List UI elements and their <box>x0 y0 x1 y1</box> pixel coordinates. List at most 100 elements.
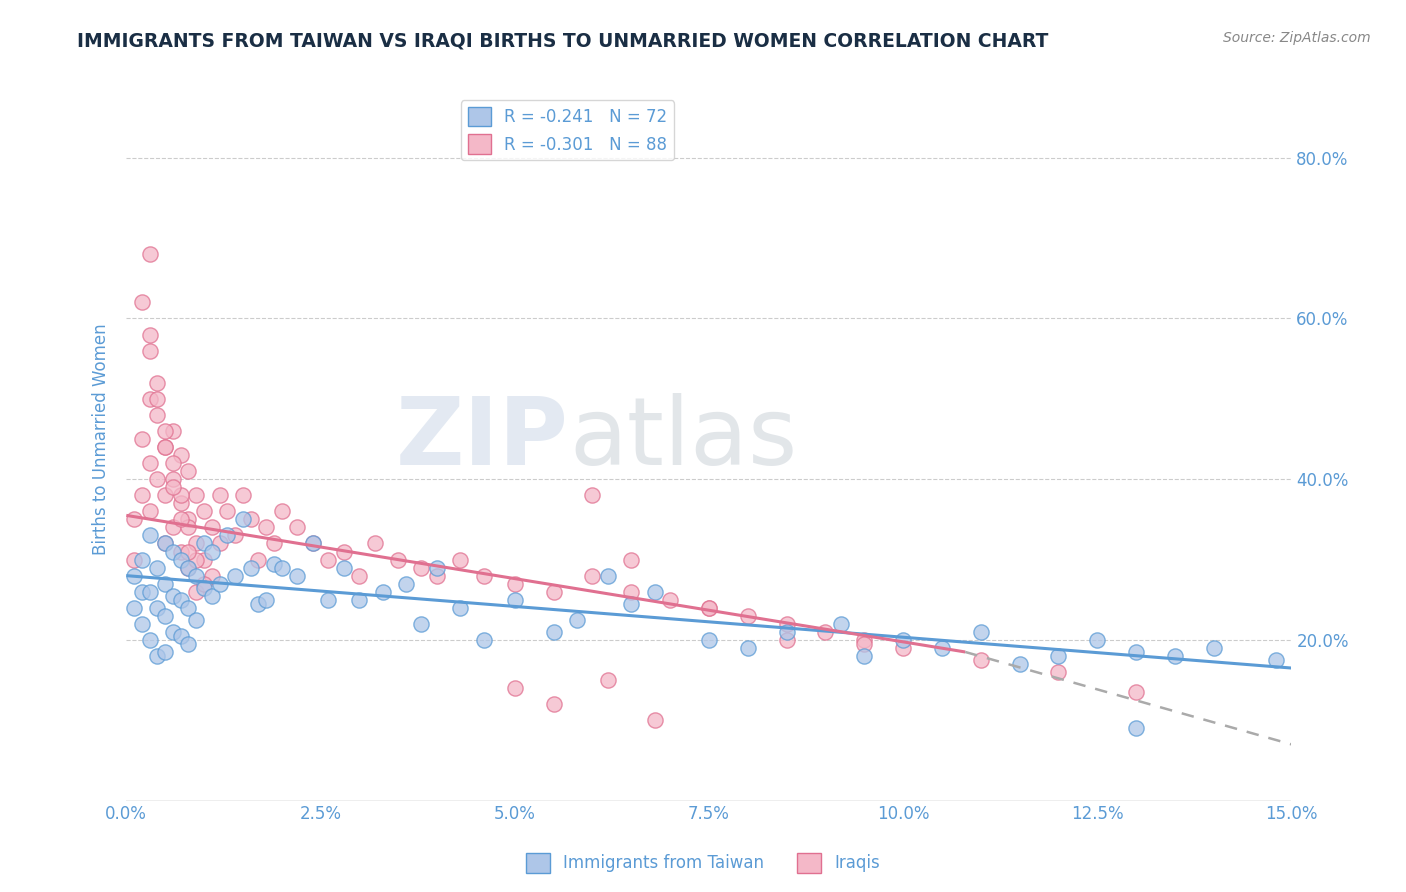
Point <box>208 488 231 502</box>
Point <box>247 597 270 611</box>
Point <box>193 552 215 566</box>
Point <box>146 560 169 574</box>
Point <box>565 613 588 627</box>
Text: ZIP: ZIP <box>396 393 569 485</box>
Point <box>1008 657 1031 671</box>
Point <box>146 408 169 422</box>
Point <box>411 560 433 574</box>
Point <box>162 456 184 470</box>
Point <box>503 592 526 607</box>
Point <box>177 464 200 478</box>
Point <box>186 488 208 502</box>
Point <box>153 488 176 502</box>
Point <box>170 592 193 607</box>
Point <box>153 536 176 550</box>
Point <box>349 568 371 582</box>
Point <box>449 600 471 615</box>
Point <box>162 624 184 639</box>
Point <box>1164 648 1187 663</box>
Point <box>853 632 876 647</box>
Point <box>644 713 666 727</box>
Point <box>208 576 231 591</box>
Point <box>285 520 308 534</box>
Point <box>201 544 224 558</box>
Point <box>247 552 270 566</box>
Point <box>217 528 239 542</box>
Point <box>285 568 308 582</box>
Point <box>186 552 208 566</box>
Point <box>371 584 394 599</box>
Point <box>186 536 208 550</box>
Text: IMMIGRANTS FROM TAIWAN VS IRAQI BIRTHS TO UNMARRIED WOMEN CORRELATION CHART: IMMIGRANTS FROM TAIWAN VS IRAQI BIRTHS T… <box>77 31 1049 50</box>
Point <box>162 544 184 558</box>
Y-axis label: Births to Unmarried Women: Births to Unmarried Women <box>93 323 110 555</box>
Point <box>775 616 797 631</box>
Point <box>1202 640 1225 655</box>
Point <box>263 557 285 571</box>
Point <box>814 624 837 639</box>
Point <box>316 592 339 607</box>
Point <box>426 568 449 582</box>
Point <box>333 560 356 574</box>
Point <box>131 432 153 446</box>
Point <box>301 536 323 550</box>
Point <box>581 568 603 582</box>
Point <box>153 424 176 438</box>
Point <box>122 600 145 615</box>
Point <box>146 392 169 406</box>
Point <box>170 629 193 643</box>
Point <box>970 624 993 639</box>
Point <box>170 448 193 462</box>
Point <box>270 560 292 574</box>
Point <box>1125 685 1147 699</box>
Point <box>263 536 285 550</box>
Point <box>122 568 145 582</box>
Point <box>162 424 184 438</box>
Point <box>970 653 993 667</box>
Point <box>153 536 176 550</box>
Point <box>232 512 254 526</box>
Point <box>186 568 208 582</box>
Point <box>162 520 184 534</box>
Point <box>177 600 200 615</box>
Legend: Immigrants from Taiwan, Iraqis: Immigrants from Taiwan, Iraqis <box>520 847 886 880</box>
Point <box>170 544 193 558</box>
Point <box>1047 665 1070 679</box>
Point <box>217 504 239 518</box>
Point <box>395 576 418 591</box>
Point <box>193 504 215 518</box>
Point <box>131 616 153 631</box>
Point <box>301 536 323 550</box>
Point <box>146 648 169 663</box>
Point <box>138 327 160 342</box>
Point <box>177 560 200 574</box>
Point <box>186 584 208 599</box>
Point <box>581 488 603 502</box>
Point <box>138 528 160 542</box>
Point <box>596 568 619 582</box>
Point <box>138 504 160 518</box>
Point <box>620 584 643 599</box>
Point <box>131 295 153 310</box>
Point <box>162 472 184 486</box>
Point <box>131 488 153 502</box>
Point <box>775 632 797 647</box>
Point <box>775 624 797 639</box>
Point <box>697 600 720 615</box>
Point <box>170 552 193 566</box>
Point <box>853 637 876 651</box>
Point <box>596 673 619 687</box>
Point <box>853 648 876 663</box>
Point <box>239 512 262 526</box>
Point <box>737 640 759 655</box>
Point <box>931 640 953 655</box>
Point <box>153 440 176 454</box>
Point <box>153 608 176 623</box>
Point <box>737 608 759 623</box>
Point <box>472 632 495 647</box>
Point <box>177 520 200 534</box>
Point <box>153 440 176 454</box>
Point <box>193 581 215 595</box>
Point <box>224 568 246 582</box>
Point <box>122 552 145 566</box>
